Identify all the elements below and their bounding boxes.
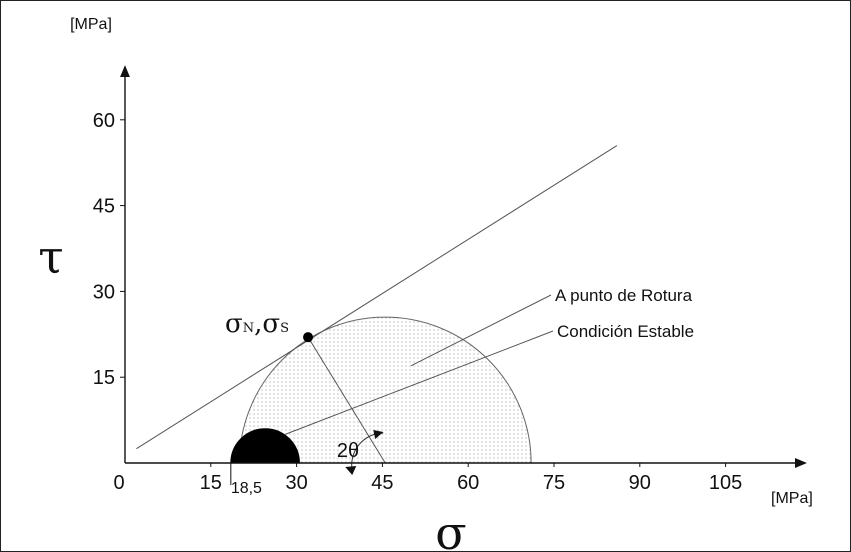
tangent-point <box>303 332 314 343</box>
min-stress-label: 18,5 <box>231 480 262 497</box>
x-tick-label: 105 <box>709 472 742 494</box>
x-tick-label: 30 <box>285 472 307 494</box>
x-tick-label: 60 <box>457 472 479 494</box>
label-separator: , <box>254 309 262 339</box>
x-tick-label: 75 <box>543 472 565 494</box>
x-tick-label: 15 <box>200 472 222 494</box>
sigma-n-symbol: σ <box>225 309 243 339</box>
sigma-n-subscript: N <box>243 321 254 336</box>
sigma-s-symbol: σ <box>262 309 280 339</box>
x-axis-symbol: σ <box>435 506 466 551</box>
y-tick-label: 30 <box>93 281 115 303</box>
rupture-circle <box>238 316 532 464</box>
x-axis-unit: [MPa] <box>771 490 813 507</box>
failure-envelope-line <box>136 145 618 450</box>
tangent-point-label: σN,σS <box>225 309 289 339</box>
x-tick-label: 45 <box>371 472 393 494</box>
angle-arrow-top <box>373 430 384 439</box>
sigma-s-subscript: S <box>280 321 289 336</box>
annotation-rotura: A punto de Rotura <box>555 286 693 305</box>
y-tick-label: 15 <box>93 367 115 389</box>
x-tick-label: 90 <box>629 472 651 494</box>
y-tick-label: 60 <box>93 110 115 132</box>
y-tick-label: 45 <box>93 196 115 218</box>
angle-arrow-bottom <box>345 466 357 475</box>
y-axis-unit: [MPa] <box>70 16 112 33</box>
annotation-leader-1 <box>284 330 554 435</box>
stable-circle <box>230 428 300 464</box>
y-axis-symbol: τ <box>38 230 63 284</box>
radius-line <box>307 336 386 464</box>
annotation-leader-0 <box>410 294 552 367</box>
angle-label: 2θ <box>337 440 359 462</box>
x-tick-label: 0 <box>113 472 124 494</box>
annotation-estable: Condición Estable <box>557 322 694 341</box>
